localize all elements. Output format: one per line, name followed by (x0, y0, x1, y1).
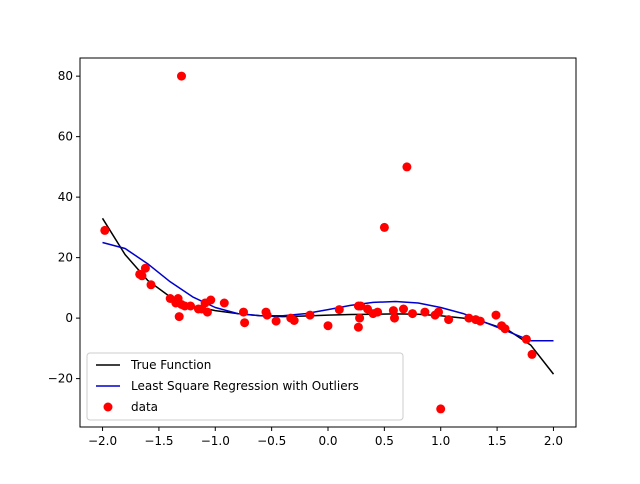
data-point (146, 280, 156, 290)
data-point (402, 162, 412, 172)
x-tick-label: −1.0 (201, 434, 230, 448)
data-point (140, 263, 150, 273)
data-point (390, 313, 399, 323)
x-tick-label: 1.0 (431, 434, 450, 448)
data-point (323, 321, 333, 331)
data-point (355, 313, 365, 323)
data-point (388, 306, 398, 316)
y-tick-label: 20 (58, 251, 73, 265)
x-tick-label: 0.0 (318, 434, 337, 448)
data-point (521, 334, 531, 344)
data-point (353, 322, 363, 332)
plot-frame (79, 57, 577, 428)
data-point (202, 307, 212, 317)
data-point (100, 225, 110, 235)
data-point (444, 315, 454, 325)
data-point (475, 316, 485, 326)
data-point (305, 310, 315, 320)
data-point (399, 304, 408, 314)
x-axis: −2.0 −1.5 −1.0 −0.5 0.0 0.5 1.0 1.5 2.0 (88, 427, 563, 448)
series-layer (100, 71, 555, 414)
legend-label: data (131, 400, 158, 414)
data-point (420, 307, 430, 317)
data-point (239, 307, 248, 317)
x-tick-label: 0.5 (375, 434, 394, 448)
data-point (174, 312, 184, 322)
legend: True Function Least Square Regression wit… (86, 352, 404, 421)
y-tick-label: −20 (48, 372, 73, 386)
data-point (219, 298, 229, 308)
data-point (240, 318, 250, 328)
data-point (373, 307, 383, 317)
x-tick-label: −0.5 (257, 434, 286, 448)
data-point (434, 307, 443, 317)
y-tick-label: 80 (58, 69, 73, 83)
legend-swatch-marker (103, 402, 113, 412)
x-tick-label: 2.0 (544, 434, 563, 448)
data-point (186, 301, 195, 311)
x-tick-label: −1.5 (144, 434, 173, 448)
data-point (464, 313, 474, 323)
y-axis: −20 0 20 40 60 80 (48, 69, 80, 386)
data-point (356, 301, 366, 311)
data-point (527, 349, 537, 359)
data-point (500, 324, 510, 334)
data-point (206, 295, 216, 305)
data-point (271, 316, 281, 326)
y-tick-label: 60 (58, 130, 73, 144)
data-point (491, 310, 501, 320)
x-tick-label: 1.5 (488, 434, 507, 448)
data-point (436, 404, 446, 414)
data-point (177, 71, 186, 81)
legend-label: Least Square Regression with Outliers (131, 379, 359, 393)
y-tick-label: 40 (58, 190, 73, 204)
data-point (334, 305, 344, 315)
data-point (379, 222, 389, 232)
legend-label: True Function (130, 358, 211, 372)
data-point (289, 316, 299, 325)
data-point (408, 309, 417, 319)
data-point (262, 310, 272, 320)
y-tick-label: 0 (65, 311, 73, 325)
data-point (137, 271, 147, 281)
legend-box (86, 352, 404, 421)
x-tick-label: −2.0 (88, 434, 117, 448)
